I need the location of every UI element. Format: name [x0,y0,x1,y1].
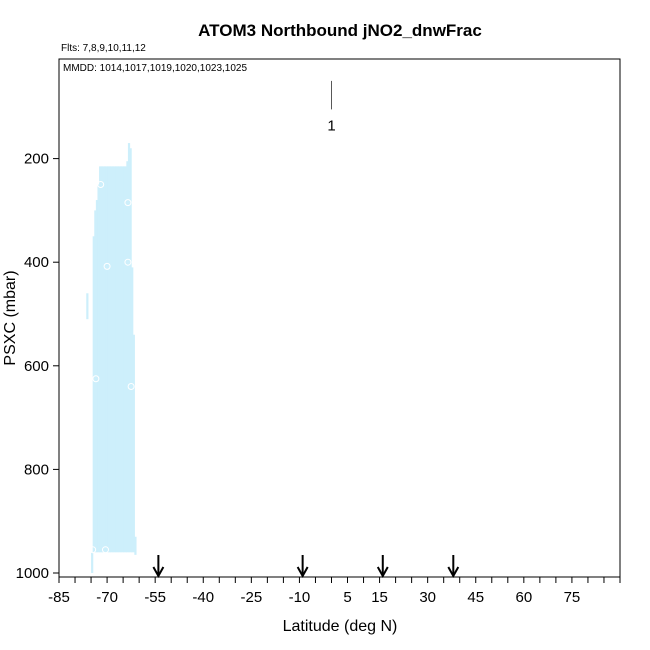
data-point-5 [127,383,135,391]
arrow-head [296,566,309,579]
x-tick-label: -55 [144,589,166,606]
x-tick-label: 60 [515,589,532,606]
x-tick-label: -40 [192,589,214,606]
arrow-0 [152,555,165,579]
curtain-column-16 [115,166,118,553]
latitude-arrows [152,555,460,579]
curtain-column-22 [124,166,127,553]
curtain-column-12 [108,166,111,553]
curtain-column-19 [119,166,123,553]
curtain-column-14 [111,166,115,553]
curtain-column-27 [132,334,135,553]
data-point-6 [101,546,109,554]
y-tick-label: 400 [24,254,49,271]
x-axis-label: Latitude (deg N) [283,618,398,635]
x-tick-label: -10 [289,589,311,606]
x-tick-label: 5 [343,589,351,606]
data-point-3 [124,199,132,207]
arrow-2 [376,555,389,579]
x-tick-label: -25 [240,589,262,606]
x-tick-label: -70 [96,589,118,606]
data-point-4 [124,258,132,266]
arrow-head [152,566,165,579]
curtain-column-21 [123,166,126,553]
chart-title: ATOM3 Northbound jNO2_dnwFrac [198,21,482,40]
x-axis: -85 -70 -55 -40 -25 -10 5 15 30 45 60 75 [48,577,621,606]
curtain-column-5 [97,184,100,553]
dates-label: MMDD: 1014,1017,1019,1020,1023,1025 [63,63,247,74]
y-tick-label: 600 [24,358,49,375]
data-curtain [86,143,137,573]
curtain-column-13 [110,166,113,553]
x-tick-label: 45 [467,589,484,606]
data-point-7 [89,546,97,554]
plot-frame [58,58,621,578]
x-tick-label: 30 [419,589,436,606]
curtain-column-17 [116,166,119,553]
curtain-column-9 [103,166,107,553]
x-tick-label: 15 [371,589,388,606]
y-axis-label: PSXC (mbar) [2,270,19,365]
curtain-column-7 [100,166,103,553]
data-points [89,181,135,554]
curtain-column-15 [113,166,116,553]
arrow-1 [296,555,309,579]
curtain-column-23 [126,161,129,553]
curtain-column-8 [102,166,105,553]
curtain-column-10 [105,166,108,553]
curtain-column-18 [118,166,121,553]
annotation-label: 1 [327,117,335,134]
data-point-2 [103,262,111,270]
arrow-3 [447,555,460,579]
arrow-head [376,566,389,579]
curtain-column-1 [91,552,94,573]
data-point-1 [97,181,105,188]
annotation: 1 [327,80,336,134]
y-tick-label: 1000 [16,565,49,582]
flights-label: Flts: 7,8,9,10,11,12 [61,43,146,54]
curtain-column-26 [131,267,134,553]
curtain-column-20 [121,166,124,553]
x-tick-label: -85 [48,589,70,606]
arrow-head [447,566,460,579]
curtain-column-24 [127,143,131,553]
curtain-column-25 [129,148,132,553]
y-tick-label: 200 [24,151,49,168]
y-axis: 200 400 600 800 1000 [16,151,59,582]
x-tick-label: 75 [564,589,581,606]
curtain-column-11 [107,166,110,553]
curtain-column-28 [134,536,137,555]
y-tick-label: 800 [24,461,49,478]
curtain-column-0 [86,293,89,320]
curtain-column-6 [99,166,102,553]
data-point-0 [92,375,100,383]
curtain-column-2 [92,236,95,553]
